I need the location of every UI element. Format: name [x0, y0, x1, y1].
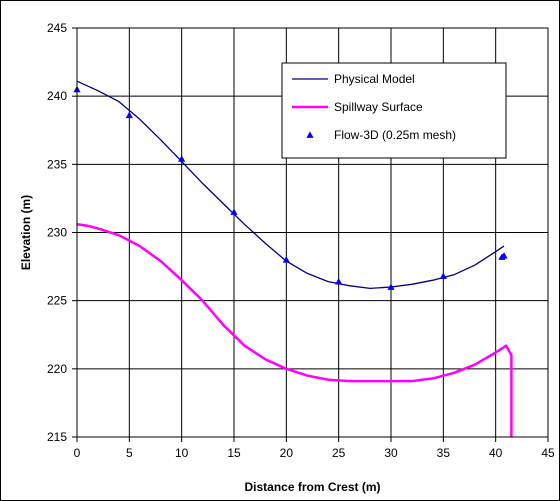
flow-3d-0-25m-mesh-point	[178, 155, 186, 162]
x-tick-label: 35	[437, 446, 451, 460]
flow-3d-0-25m-mesh-point	[500, 252, 508, 259]
spillway-surface-line	[76, 223, 513, 437]
legend-label-physical-model: Physical Model	[334, 72, 415, 86]
legend-swatch-flow-3d-0-25m-mesh	[306, 131, 314, 138]
x-tick-label: 10	[175, 446, 189, 460]
y-tick-label: 235	[47, 157, 67, 171]
y-tick-label: 245	[47, 21, 67, 35]
legend-label-spillway-surface: Spillway Surface	[334, 100, 423, 114]
flow-3d-0-25m-mesh-point	[125, 111, 133, 119]
y-axis-title: Elevation (m)	[19, 195, 33, 270]
series-layer	[73, 80, 513, 437]
y-tick-labels: 215 220 225 230 235 240 245	[47, 21, 77, 444]
x-tick-label: 5	[126, 446, 133, 460]
x-tick-labels: 0 5 10 15 20 25 30 35 40 45	[74, 437, 555, 460]
y-tick-label: 230	[47, 226, 67, 240]
legend-label-flow-3d-0-25m-mesh: Flow-3D (0.25m mesh)	[334, 128, 456, 142]
x-tick-label: 25	[332, 446, 346, 460]
x-tick-label: 45	[541, 446, 555, 460]
x-tick-label: 15	[227, 446, 241, 460]
x-tick-label: 20	[280, 446, 294, 460]
y-tick-label: 215	[47, 430, 67, 444]
x-tick-label: 0	[74, 446, 81, 460]
flow-3d-0-25m-mesh-point	[387, 283, 395, 290]
legend: Physical Model Spillway Surface Flow-3D (0…	[281, 62, 507, 159]
flow-3d-0-25m-mesh-point	[335, 277, 343, 285]
flow-3d-0-25m-mesh-point	[282, 256, 290, 263]
y-tick-label: 225	[47, 294, 67, 308]
flow-3d-0-25m-mesh-point	[230, 208, 238, 215]
x-axis-title: Distance from Crest (m)	[244, 480, 380, 494]
y-tick-label: 240	[47, 89, 67, 103]
y-tick-label: 220	[47, 362, 67, 376]
flow-3d-0-25m-mesh-point	[439, 272, 447, 280]
x-tick-label: 30	[384, 446, 398, 460]
x-tick-label: 40	[489, 446, 503, 460]
